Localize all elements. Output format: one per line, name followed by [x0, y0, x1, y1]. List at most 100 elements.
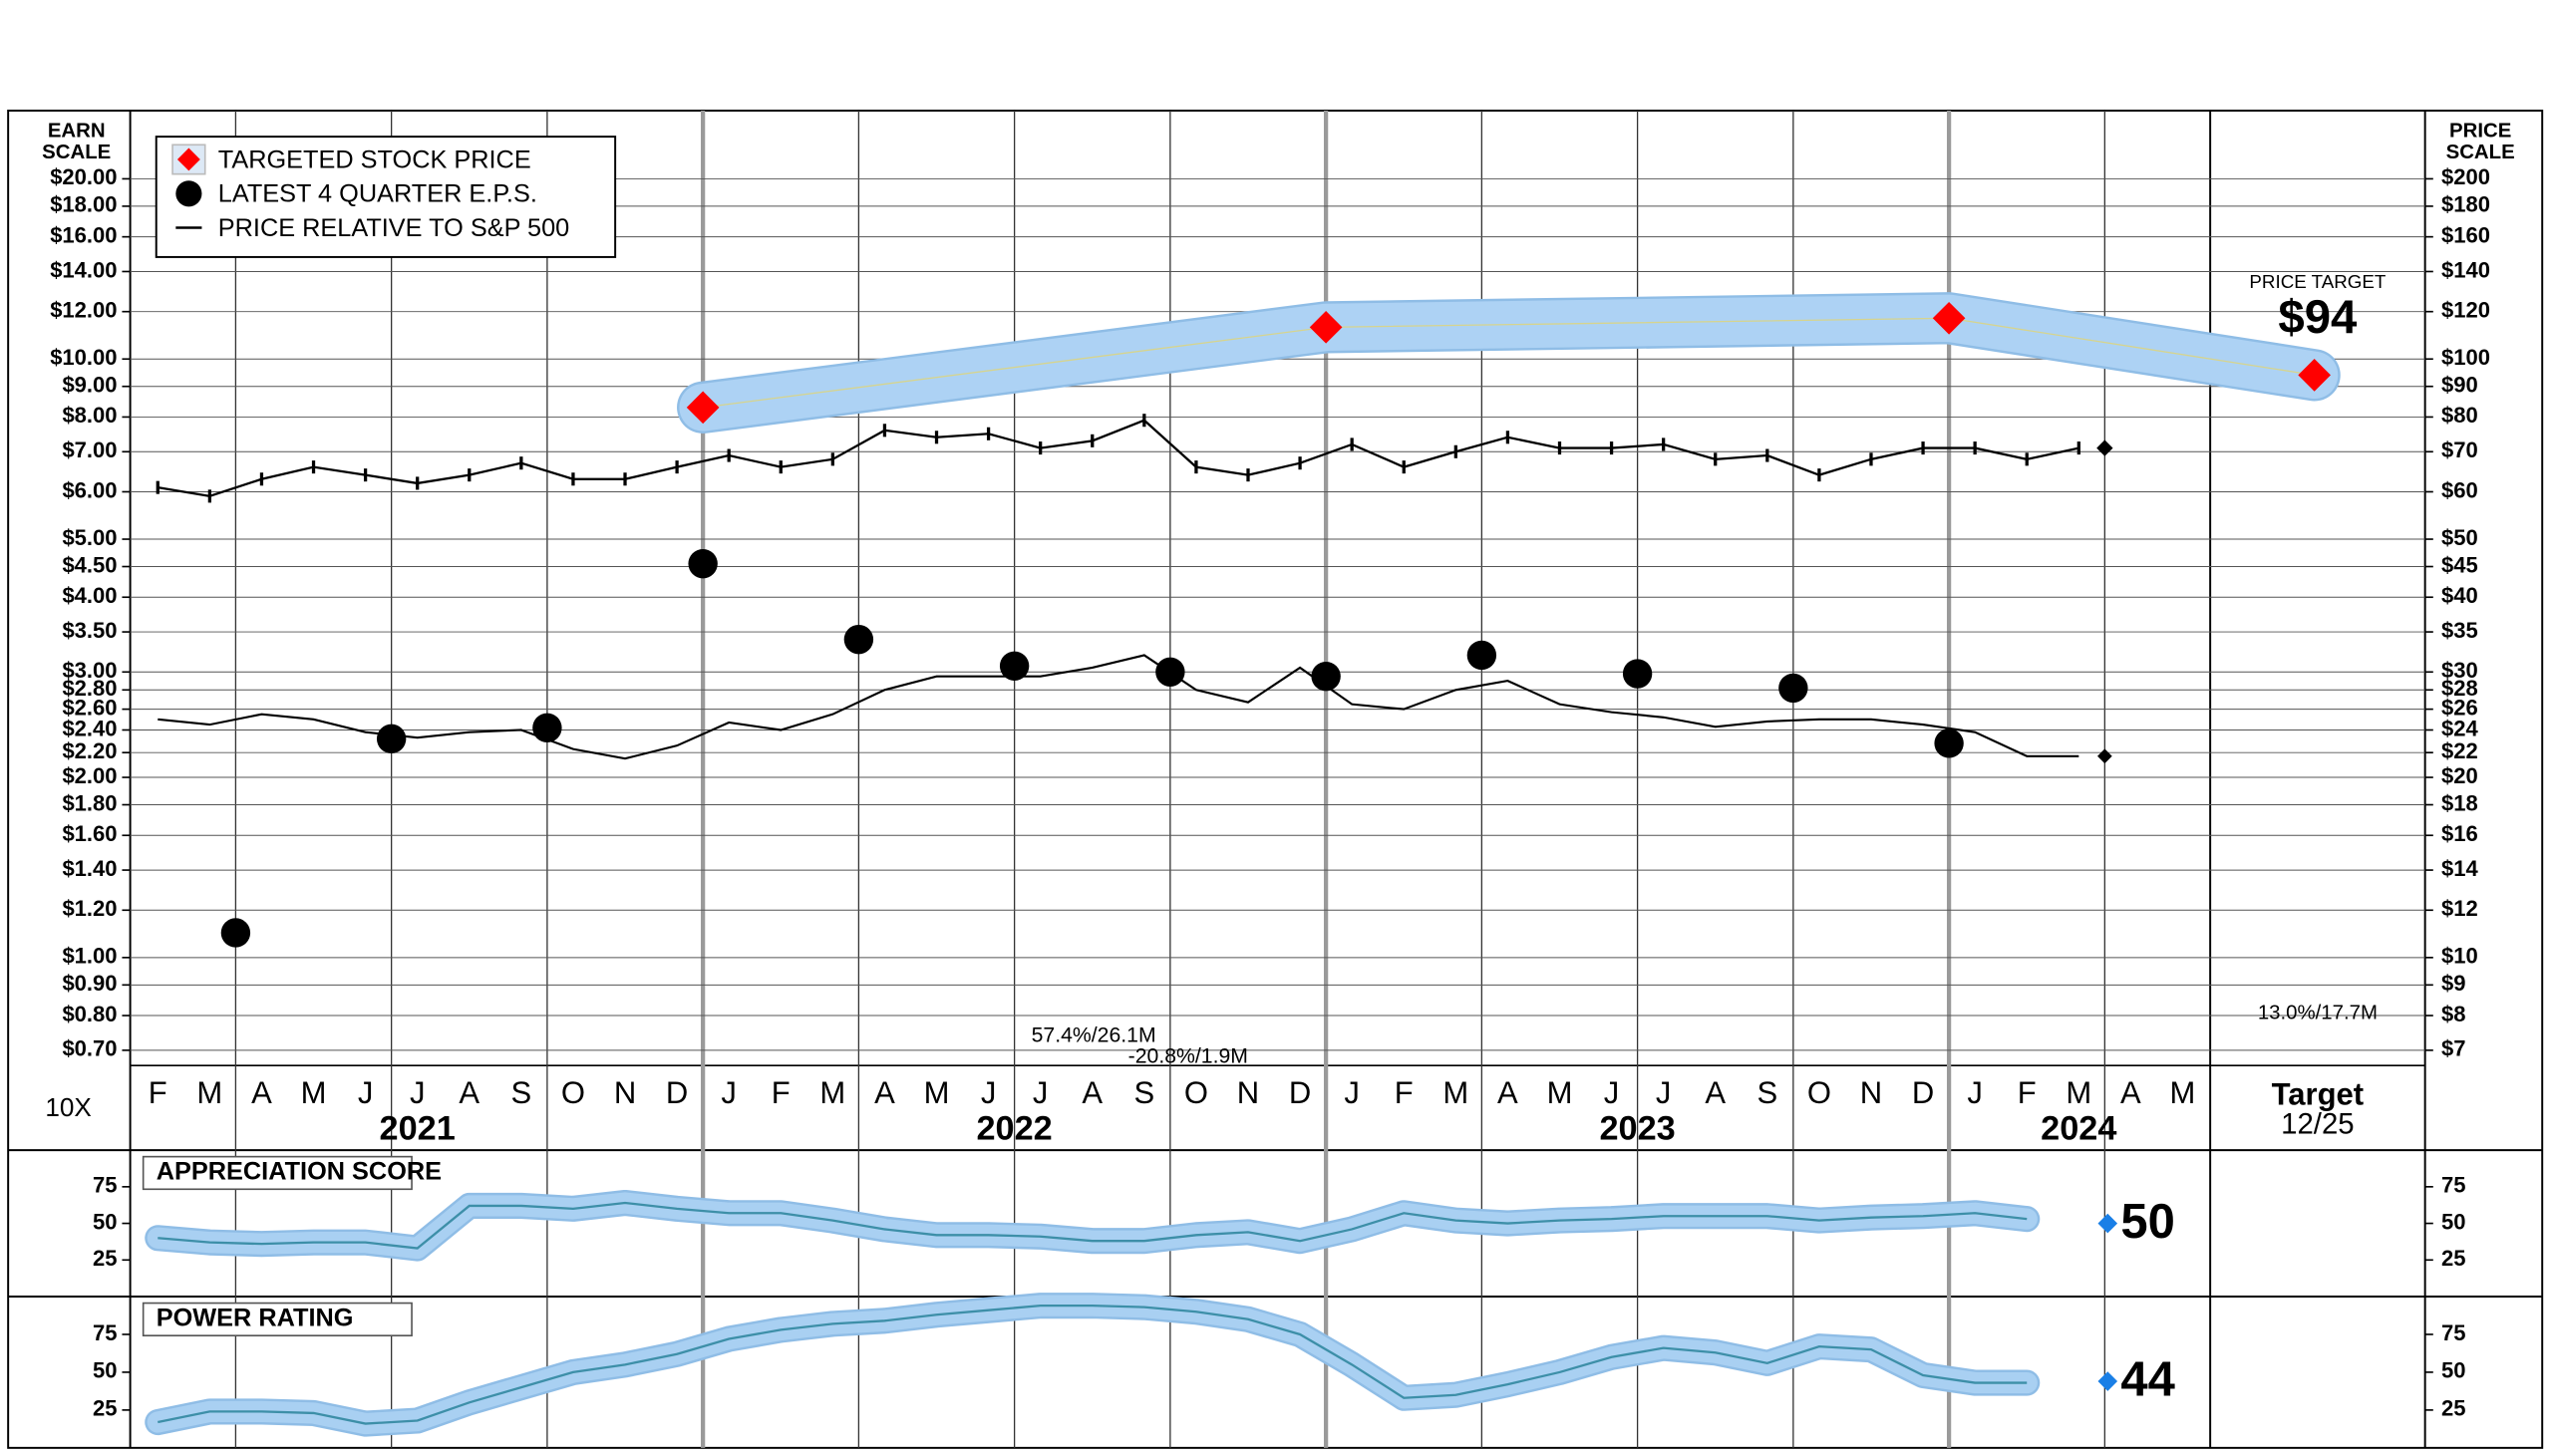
y2-tick-label: 50: [2441, 1358, 2466, 1383]
y2-tick-label: $200: [2441, 164, 2490, 189]
y2-tick-label: 75: [2441, 1320, 2466, 1345]
y2-tick-label: $7: [2441, 1036, 2466, 1061]
y-tick-label: $2.20: [62, 738, 117, 763]
x-tick-label: F: [149, 1075, 167, 1110]
x-tick-label: J: [981, 1075, 997, 1110]
x-tick-label: M: [196, 1075, 222, 1110]
annotation: 57.4%/26.1M: [1032, 1023, 1156, 1046]
y-tick-label: $2.00: [62, 763, 117, 788]
y-tick-label: $4.50: [62, 552, 117, 577]
x-tick-label: J: [358, 1075, 374, 1110]
y-tick-label: $12.00: [50, 297, 117, 322]
y-tick-label: 50: [93, 1209, 118, 1234]
x-tick-label: J: [1033, 1075, 1049, 1110]
x-tick-label: N: [1860, 1075, 1882, 1110]
price-last: [2096, 439, 2113, 456]
price-target-point: [2298, 359, 2331, 392]
x-tick-label: S: [1756, 1075, 1777, 1110]
annotation: -20.8%/1.9M: [1128, 1045, 1248, 1068]
x-tick-label: A: [1082, 1075, 1103, 1110]
y2-tick-label: 75: [2441, 1173, 2466, 1198]
eps-point: [1311, 661, 1341, 692]
year-label: 2021: [380, 1110, 456, 1148]
x-tick-label: M: [301, 1075, 327, 1110]
x-tick-label: M: [819, 1075, 845, 1110]
y-tick-label: 50: [93, 1358, 118, 1383]
y2-tick-label: $20: [2441, 763, 2478, 788]
eps-point: [688, 548, 718, 579]
y2-tick-label: $80: [2441, 403, 2478, 428]
y2-tick-label: $140: [2441, 257, 2490, 282]
y2-tick-label: $18: [2441, 790, 2478, 815]
y-tick-label: $0.70: [62, 1036, 117, 1061]
y2-tick-label: $45: [2441, 552, 2478, 577]
x-tick-label: O: [1807, 1075, 1831, 1110]
y2-tick-label: $14: [2441, 856, 2478, 881]
eps-point: [1622, 659, 1653, 689]
x-tick-label: J: [1344, 1075, 1360, 1110]
y-tick-label: $0.90: [62, 971, 117, 996]
x-tick-label: J: [1604, 1075, 1620, 1110]
y2-tick-label: $22: [2441, 738, 2478, 763]
y-tick-label: $2.60: [62, 695, 117, 720]
eps-point: [1934, 728, 1964, 758]
y2-tick-label: $50: [2441, 525, 2478, 550]
y-axis-title: SCALE: [42, 142, 111, 163]
legend-label: TARGETED STOCK PRICE: [218, 146, 531, 173]
y2-axis-title: SCALE: [2446, 142, 2515, 163]
x-tick-label: J: [721, 1075, 737, 1110]
target-point: [686, 391, 720, 425]
x-tick-label: J: [1967, 1075, 1983, 1110]
y-tick-label: $2.80: [62, 676, 117, 701]
y-tick-label: $3.50: [62, 618, 117, 643]
target-point: [1309, 311, 1343, 344]
x-tick-label: M: [924, 1075, 950, 1110]
x-tick-label: J: [1656, 1075, 1672, 1110]
y-tick-label: $6.00: [62, 477, 117, 502]
y-tick-label: $7.00: [62, 437, 117, 462]
y-tick-label: $3.00: [62, 658, 117, 683]
y-tick-label: $2.40: [62, 716, 117, 740]
legend-box: [155, 136, 617, 258]
eps-point: [376, 724, 407, 754]
y2-tick-label: $40: [2441, 583, 2478, 608]
y-tick-label: $20.00: [50, 164, 117, 189]
y-tick-label: $1.00: [62, 944, 117, 969]
panel-title: POWER RATING: [157, 1305, 354, 1332]
panel-title-box: [142, 1302, 413, 1337]
y2-tick-label: $180: [2441, 192, 2490, 217]
legend-label: LATEST 4 QUARTER E.P.S.: [218, 180, 537, 208]
x-tick-label: A: [459, 1075, 479, 1110]
price-target-value: $94: [2278, 291, 2358, 344]
current-value: 44: [2120, 1353, 2174, 1407]
x-tick-label: S: [511, 1075, 532, 1110]
y-tick-label: 25: [93, 1396, 118, 1421]
eps-point: [843, 624, 874, 655]
y2-tick-label: $16: [2441, 821, 2478, 846]
x-tick-label: F: [1395, 1075, 1414, 1110]
price-target-title: PRICE TARGET: [2249, 271, 2386, 292]
panel-title: APPRECIATION SCORE: [157, 1158, 442, 1186]
y-tick-label: $0.80: [62, 1002, 117, 1026]
current-value: 50: [2120, 1195, 2174, 1249]
year-label: 2022: [977, 1110, 1053, 1148]
x-tick-label: M: [2170, 1075, 2196, 1110]
panel-title-box: [142, 1155, 413, 1191]
y2-tick-label: 25: [2441, 1246, 2466, 1271]
x-tick-label: F: [772, 1075, 791, 1110]
x-tick-label: F: [2018, 1075, 2037, 1110]
x-tick-label: A: [251, 1075, 272, 1110]
x-tick-label: A: [1497, 1075, 1518, 1110]
current-marker: [2097, 1371, 2118, 1391]
x-tick-label: O: [561, 1075, 585, 1110]
scale-note: 10X: [45, 1092, 91, 1122]
y-tick-label: $1.20: [62, 896, 117, 921]
y-tick-label: $8.00: [62, 403, 117, 428]
x-tick-label: S: [1133, 1075, 1154, 1110]
y-tick-label: $5.00: [62, 525, 117, 550]
x-tick-label: N: [614, 1075, 636, 1110]
score-line: [158, 1304, 2028, 1425]
eps-point: [999, 651, 1030, 681]
